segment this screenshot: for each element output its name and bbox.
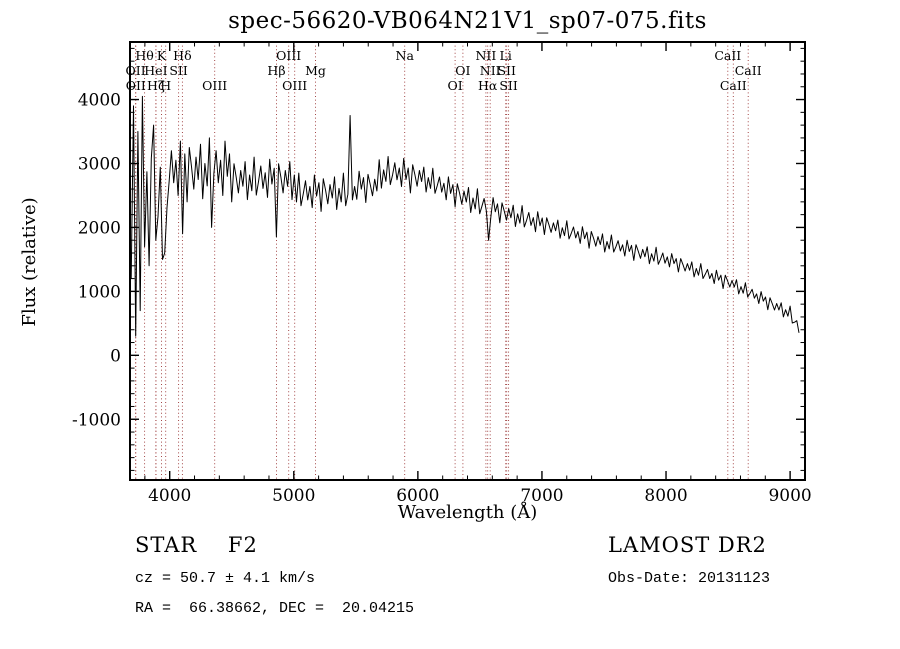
- x-tick-label: 9000: [768, 486, 811, 506]
- spectral-line-label: OIII: [202, 78, 227, 93]
- spectral-line-label: SII: [497, 63, 516, 78]
- spectral-line-label: Hθ: [135, 48, 153, 63]
- y-tick-label: -1000: [72, 410, 121, 430]
- spectral-line-label: Hβ: [267, 63, 285, 78]
- y-tick-label: 3000: [78, 154, 121, 174]
- spectral-line-label: K: [157, 48, 167, 63]
- y-tick-label: 2000: [78, 218, 121, 238]
- object-class-label: STAR F2: [135, 533, 258, 557]
- x-tick-label: 6000: [396, 486, 439, 506]
- spectral-line-label: SII: [169, 63, 188, 78]
- spectral-line-label: CaII: [714, 48, 741, 63]
- plot-title: spec-56620-VB064N21V1_sp07-075.fits: [228, 8, 707, 34]
- spectral-line-label: H: [160, 78, 171, 93]
- y-tick-label: 4000: [78, 91, 121, 111]
- spectral-line-label: OI: [455, 63, 470, 78]
- spectral-line-label: NII: [475, 48, 496, 63]
- spectral-line-label: OIII: [282, 78, 307, 93]
- x-tick-label: 7000: [520, 486, 563, 506]
- spectral-line-label: CaII: [735, 63, 762, 78]
- spectral-line-label: Mg: [305, 63, 326, 78]
- spectral-line-label: Hα: [478, 78, 498, 93]
- x-axis-label: Wavelength (Å): [397, 502, 538, 523]
- spectral-line-label: OII: [126, 78, 146, 93]
- plot-frame: [129, 41, 806, 481]
- y-tick-label: 0: [110, 346, 121, 366]
- spectral-line-label: Li: [500, 48, 512, 63]
- spectrum-trace: [130, 95, 800, 337]
- ra-dec-label: RA = 66.38662, DEC = 20.04215: [135, 600, 415, 617]
- spectral-line-label: NII: [480, 63, 501, 78]
- spectral-line-label: OIII: [276, 48, 301, 63]
- x-tick-label: 5000: [272, 486, 315, 506]
- spectral-line-label: Hζ: [147, 78, 165, 93]
- spectral-line-label: CaII: [720, 78, 747, 93]
- cz-label: cz = 50.7 ± 4.1 km/s: [135, 570, 316, 587]
- spectral-line-label: Na: [396, 48, 415, 63]
- y-tick-label: 1000: [78, 282, 121, 302]
- obs-date-label: Obs-Date: 20131123: [608, 570, 771, 587]
- spectral-line-label: OII: [126, 63, 146, 78]
- survey-label: LAMOST DR2: [608, 533, 767, 557]
- spectral-line-label: SII: [499, 78, 518, 93]
- x-tick-label: 4000: [148, 486, 191, 506]
- spectral-line-label: Hδ: [173, 48, 191, 63]
- spectral-line-label: OI: [448, 78, 463, 93]
- x-tick-label: 8000: [644, 486, 687, 506]
- spectral-line-label: HeI: [144, 63, 167, 78]
